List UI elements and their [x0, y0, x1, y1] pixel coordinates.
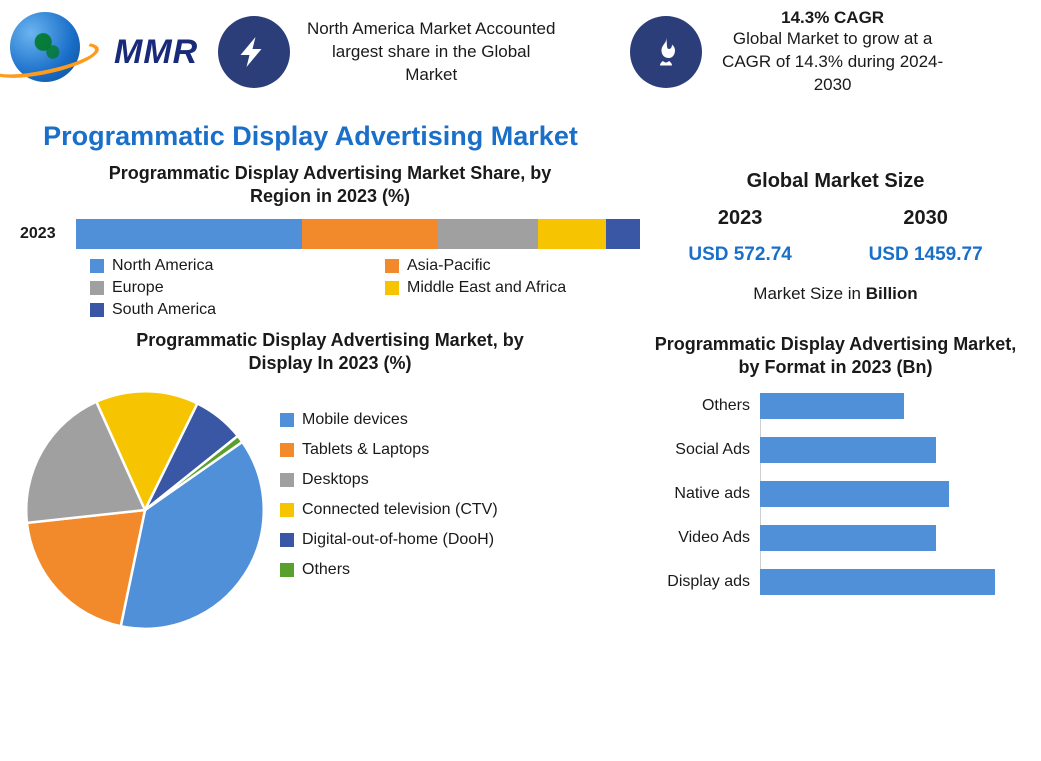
legend-item: North America	[90, 257, 345, 275]
legend-swatch	[90, 281, 104, 295]
legend-swatch	[385, 259, 399, 273]
main-title: Programmatic Display Advertising Market	[0, 121, 1041, 152]
legend-item: Digital-out-of-home (DooH)	[280, 531, 640, 549]
hbar-row: Others	[650, 393, 1021, 419]
size-value: USD 572.74	[688, 244, 792, 266]
hbar-label: Others	[650, 397, 760, 415]
hbar-label: Video Ads	[650, 529, 760, 547]
legend-swatch	[280, 443, 294, 457]
legend-label: Digital-out-of-home (DooH)	[302, 531, 494, 549]
hbar-row: Social Ads	[650, 437, 1021, 463]
stat2-title: 14.3% CAGR	[718, 8, 948, 28]
bolt-icon	[218, 16, 290, 88]
global-size-note: Market Size in Billion	[650, 284, 1021, 304]
region-chart-title: Programmatic Display Advertising Market …	[20, 162, 640, 209]
hbar-label: Native ads	[650, 485, 760, 503]
region-segment	[606, 219, 640, 249]
stat-block-1: North America Market Accounted largest s…	[218, 16, 609, 88]
pie-legend: Mobile devices Tablets & Laptops Desktops C…	[280, 385, 640, 640]
size-note-prefix: Market Size in	[753, 284, 865, 303]
legend-label: Europe	[112, 279, 164, 297]
size-year: 2023	[688, 207, 792, 230]
region-chart: Programmatic Display Advertising Market …	[20, 162, 640, 319]
stat2-text: Global Market to grow at a CAGR of 14.3%…	[718, 28, 948, 97]
legend-item: South America	[90, 301, 345, 319]
size-note-bold: Billion	[866, 284, 918, 303]
legend-swatch	[280, 473, 294, 487]
stat-block-2: 14.3% CAGR Global Market to grow at a CA…	[630, 8, 1021, 97]
legend-item: Middle East and Africa	[385, 279, 640, 297]
legend-swatch	[280, 503, 294, 517]
hbar-label: Display ads	[650, 573, 760, 591]
legend-label: Connected television (CTV)	[302, 501, 498, 519]
global-size-title: Global Market Size	[650, 170, 1021, 193]
size-year: 2030	[869, 207, 983, 230]
flame-icon	[630, 16, 702, 88]
legend-item: Connected television (CTV)	[280, 501, 640, 519]
pie-chart-block: Programmatic Display Advertising Market,…	[20, 329, 640, 641]
legend-label: Middle East and Africa	[407, 279, 566, 297]
region-legend: North America Asia-Pacific Europe Middle Ea…	[20, 257, 640, 319]
legend-label: Asia-Pacific	[407, 257, 491, 275]
hbar	[760, 525, 936, 551]
size-col: 2030 USD 1459.77	[869, 207, 983, 266]
legend-item: Desktops	[280, 471, 640, 489]
global-size-block: Global Market Size 2023 USD 572.74 2030 USD…	[650, 162, 1021, 319]
legend-swatch	[280, 563, 294, 577]
region-segment	[76, 219, 302, 249]
legend-item: Tablets & Laptops	[280, 441, 640, 459]
legend-swatch	[90, 303, 104, 317]
hbar	[760, 437, 936, 463]
legend-swatch	[385, 281, 399, 295]
region-segment	[538, 219, 606, 249]
hbar-row: Video Ads	[650, 525, 1021, 551]
legend-item: Others	[280, 561, 640, 579]
format-chart-title: Programmatic Display Advertising Market,…	[650, 333, 1021, 380]
legend-item: Europe	[90, 279, 345, 297]
hbar-label: Social Ads	[650, 441, 760, 459]
legend-label: Desktops	[302, 471, 369, 489]
hbar	[760, 569, 995, 595]
legend-item: Asia-Pacific	[385, 257, 640, 275]
legend-label: Tablets & Laptops	[302, 441, 429, 459]
hbar	[760, 481, 949, 507]
region-year-label: 2023	[20, 225, 76, 243]
format-chart-block: Programmatic Display Advertising Market,…	[650, 329, 1021, 641]
hbar-row: Display ads	[650, 569, 1021, 595]
region-segment	[437, 219, 539, 249]
region-segment	[302, 219, 437, 249]
pie-chart-title: Programmatic Display Advertising Market,…	[20, 329, 640, 382]
legend-swatch	[90, 259, 104, 273]
pie-chart	[20, 385, 270, 635]
legend-swatch	[280, 413, 294, 427]
legend-label: Mobile devices	[302, 411, 408, 429]
size-col: 2023 USD 572.74	[688, 207, 792, 266]
hbar-row: Native ads	[650, 481, 1021, 507]
legend-label: Others	[302, 561, 350, 579]
legend-label: North America	[112, 257, 213, 275]
stat1-text: North America Market Accounted largest s…	[306, 18, 556, 87]
legend-item: Mobile devices	[280, 411, 640, 429]
hbar	[760, 393, 904, 419]
logo: MMR	[10, 12, 198, 92]
region-stacked-bar	[76, 219, 640, 249]
size-value: USD 1459.77	[869, 244, 983, 266]
format-hbar-chart: Others Social Ads Native ads Video Ads Displ…	[650, 393, 1021, 595]
legend-label: South America	[112, 301, 216, 319]
legend-swatch	[280, 533, 294, 547]
header-row: MMR North America Market Accounted large…	[0, 0, 1041, 97]
logo-text: MMR	[114, 33, 198, 72]
